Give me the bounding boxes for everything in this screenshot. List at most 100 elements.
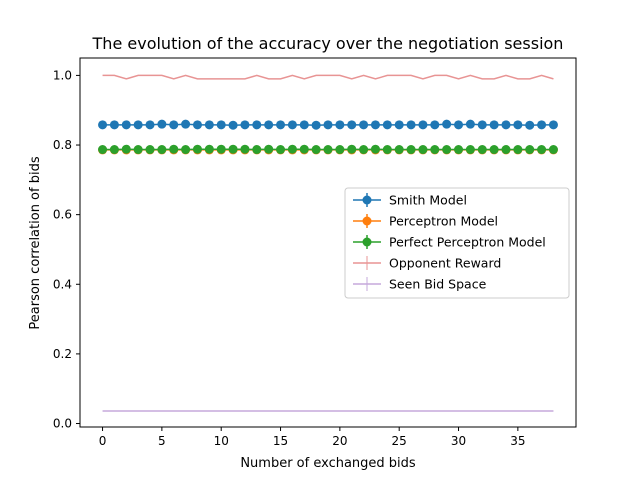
legend-marker [363, 238, 372, 247]
x-tick-label: 15 [273, 434, 288, 448]
data-point [347, 145, 356, 154]
data-point [442, 120, 451, 129]
data-point [324, 120, 333, 129]
data-point [537, 145, 546, 154]
data-point [513, 120, 522, 129]
data-point [395, 120, 404, 129]
data-point [169, 145, 178, 154]
legend-label: Perceptron Model [389, 214, 498, 229]
y-tick-label: 0.8 [53, 138, 72, 152]
legend-label: Opponent Reward [389, 256, 501, 271]
legend-marker [363, 196, 372, 205]
data-point [288, 145, 297, 154]
data-point [229, 145, 238, 154]
data-point [252, 120, 261, 129]
data-point [229, 121, 238, 130]
legend-marker [363, 217, 372, 226]
x-tick-label: 0 [99, 434, 107, 448]
x-tick-label: 35 [510, 434, 525, 448]
data-point [383, 145, 392, 154]
data-point [276, 120, 285, 129]
data-point [407, 145, 416, 154]
data-point [181, 120, 190, 129]
x-tick-label: 25 [392, 434, 407, 448]
data-point [300, 120, 309, 129]
y-tick-label: 0.6 [53, 208, 72, 222]
data-point [490, 120, 499, 129]
data-point [169, 120, 178, 129]
data-point [466, 120, 475, 129]
data-point [466, 145, 475, 154]
data-point [193, 145, 202, 154]
legend-label: Seen Bid Space [389, 277, 487, 292]
data-point [300, 145, 309, 154]
x-tick-label: 5 [158, 434, 166, 448]
data-point [335, 120, 344, 129]
data-point [134, 120, 143, 129]
data-point [240, 120, 249, 129]
legend-label: Smith Model [389, 193, 467, 208]
data-point [146, 120, 155, 129]
data-point [288, 120, 297, 129]
data-point [98, 145, 107, 154]
data-point [418, 145, 427, 154]
data-point [122, 120, 131, 129]
data-point [335, 145, 344, 154]
data-point [217, 145, 226, 154]
data-point [240, 145, 249, 154]
data-point [525, 121, 534, 130]
data-point [157, 120, 166, 129]
data-point [324, 145, 333, 154]
data-point [383, 120, 392, 129]
data-point [430, 145, 439, 154]
data-point [430, 120, 439, 129]
data-point [181, 145, 190, 154]
data-point [205, 120, 214, 129]
data-point [359, 145, 368, 154]
data-point [134, 145, 143, 154]
data-point [110, 145, 119, 154]
data-point [418, 120, 427, 129]
data-point [501, 120, 510, 129]
data-point [513, 145, 522, 154]
data-point [549, 120, 558, 129]
data-point [312, 121, 321, 130]
y-tick-label: 1.0 [53, 68, 72, 82]
data-point [252, 145, 261, 154]
data-point [146, 145, 155, 154]
data-point [98, 120, 107, 129]
data-point [276, 145, 285, 154]
data-point [264, 120, 273, 129]
data-point [454, 145, 463, 154]
data-point [549, 145, 558, 154]
data-point [395, 145, 404, 154]
data-point [454, 120, 463, 129]
data-point [347, 120, 356, 129]
data-point [359, 120, 368, 129]
x-tick-label: 30 [451, 434, 466, 448]
x-tick-label: 20 [332, 434, 347, 448]
data-point [525, 145, 534, 154]
data-point [371, 145, 380, 154]
data-point [490, 145, 499, 154]
x-tick-label: 10 [214, 434, 229, 448]
data-point [157, 145, 166, 154]
data-point [312, 145, 321, 154]
data-point [407, 120, 416, 129]
data-point [442, 145, 451, 154]
y-tick-label: 0.0 [53, 417, 72, 431]
data-point [537, 120, 546, 129]
data-point [264, 145, 273, 154]
data-point [478, 120, 487, 129]
data-point [501, 145, 510, 154]
chart-title: The evolution of the accuracy over the n… [92, 34, 564, 53]
data-point [122, 145, 131, 154]
y-axis-label: Pearson correlation of bids [28, 156, 43, 329]
data-point [478, 145, 487, 154]
data-point [110, 120, 119, 129]
y-tick-label: 0.4 [53, 277, 72, 291]
data-point [193, 120, 202, 129]
data-point [205, 145, 214, 154]
